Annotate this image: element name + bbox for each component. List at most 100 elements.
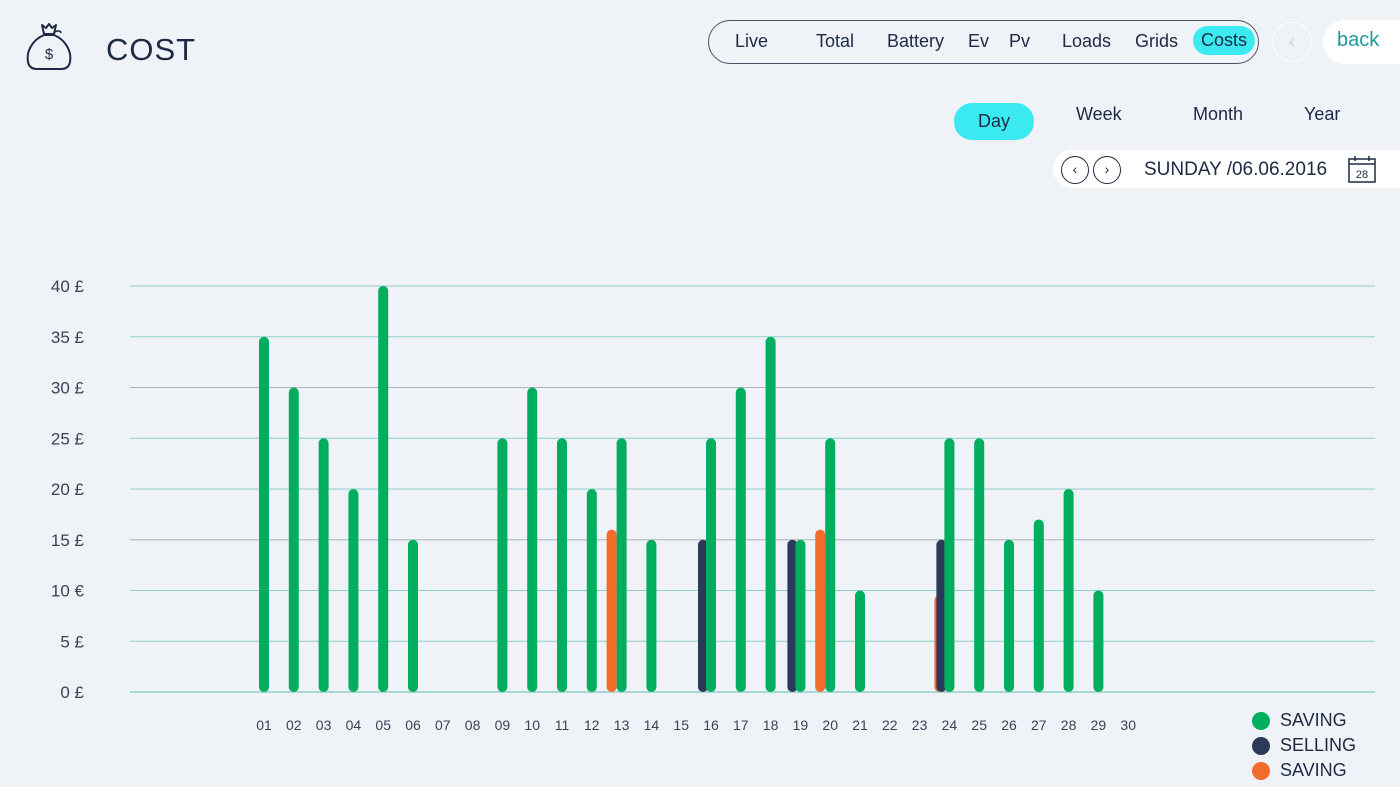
nav-live[interactable]: Live bbox=[735, 31, 769, 51]
bar-saving bbox=[1093, 590, 1104, 692]
bar-selling bbox=[698, 539, 708, 692]
x-tick-label: 01 bbox=[256, 717, 272, 733]
period-year[interactable]: Year bbox=[1304, 104, 1341, 124]
bar-saving bbox=[855, 590, 865, 692]
bar-saving bbox=[259, 336, 269, 692]
x-tick-label: 22 bbox=[882, 717, 898, 733]
calendar-icon[interactable]: 28 bbox=[1347, 155, 1377, 183]
chevron-right-icon: › bbox=[1104, 161, 1110, 177]
bar-saving bbox=[765, 336, 776, 692]
x-tick-label: 03 bbox=[316, 717, 332, 733]
bar-saving bbox=[606, 529, 617, 692]
bar-selling bbox=[787, 539, 798, 692]
y-tick-label: 30 £ bbox=[51, 379, 85, 398]
next-date-button[interactable]: › bbox=[1093, 156, 1121, 184]
prev-date-button[interactable]: ‹ bbox=[1061, 156, 1089, 184]
bar-saving bbox=[586, 489, 597, 692]
x-tick-label: 16 bbox=[703, 717, 719, 733]
bar-saving bbox=[318, 438, 329, 692]
bar-saving bbox=[795, 539, 806, 692]
legend-item-saving: SAVING bbox=[1252, 708, 1356, 733]
x-tick-label: 15 bbox=[673, 717, 689, 733]
nav-grids[interactable]: Grids bbox=[1135, 31, 1179, 51]
y-tick-label: 15 £ bbox=[51, 531, 85, 550]
x-tick-label: 04 bbox=[346, 717, 362, 733]
nav-costs[interactable]: Costs bbox=[1193, 26, 1256, 55]
bar-saving bbox=[408, 539, 418, 692]
nav-battery[interactable]: Battery bbox=[887, 31, 945, 51]
y-tick-label: 25 £ bbox=[51, 429, 85, 448]
legend-swatch bbox=[1252, 736, 1270, 755]
legend-swatch bbox=[1252, 711, 1270, 730]
x-tick-label: 24 bbox=[942, 717, 958, 733]
bar-selling bbox=[936, 539, 947, 692]
back-arrow-button[interactable]: ‹ bbox=[1272, 22, 1312, 62]
bar-saving bbox=[1063, 489, 1074, 692]
nav-pv[interactable]: Pv bbox=[1009, 31, 1031, 51]
chevron-left-icon: ‹ bbox=[1072, 161, 1078, 177]
y-tick-label: 40 £ bbox=[51, 277, 85, 296]
main-nav: Live Total Battery Ev Pv Loads Grids Cos… bbox=[708, 20, 1259, 64]
y-tick-label: 10 € bbox=[51, 582, 85, 601]
bar-saving bbox=[944, 438, 955, 692]
bar-saving bbox=[378, 286, 389, 692]
x-tick-label: 05 bbox=[375, 717, 391, 733]
bar-saving bbox=[497, 438, 508, 692]
y-tick-label: 20 £ bbox=[51, 480, 85, 499]
calendar-day: 28 bbox=[1356, 169, 1368, 181]
date-label: SUNDAY /06.06.2016 bbox=[1144, 159, 1328, 180]
page-title: COST bbox=[106, 32, 197, 67]
x-tick-label: 10 bbox=[524, 717, 540, 733]
x-tick-label: 07 bbox=[435, 717, 451, 733]
bar-saving bbox=[1033, 519, 1044, 692]
period-month[interactable]: Month bbox=[1193, 104, 1244, 124]
bar-saving bbox=[974, 438, 985, 692]
x-tick-label: 08 bbox=[465, 717, 481, 733]
x-tick-label: 28 bbox=[1061, 717, 1077, 733]
x-tick-label: 21 bbox=[852, 717, 868, 733]
x-tick-label: 27 bbox=[1031, 717, 1047, 733]
x-tick-label: 29 bbox=[1091, 717, 1107, 733]
legend: SAVING SELLING SAVING bbox=[1252, 708, 1356, 783]
date-selector: ‹ › SUNDAY /06.06.2016 28 bbox=[1053, 150, 1400, 188]
period-week[interactable]: Week bbox=[1076, 104, 1122, 124]
x-tick-label: 06 bbox=[405, 717, 421, 733]
bar-saving bbox=[646, 539, 657, 692]
x-tick-label: 02 bbox=[286, 717, 302, 733]
y-tick-label: 0 £ bbox=[60, 683, 84, 702]
x-tick-label: 13 bbox=[614, 717, 630, 733]
x-tick-label: 11 bbox=[555, 717, 570, 733]
nav-ev[interactable]: Ev bbox=[968, 31, 990, 51]
bar-saving bbox=[616, 438, 627, 692]
legend-item-saving-orange: SAVING bbox=[1252, 758, 1356, 783]
svg-text:$: $ bbox=[45, 46, 54, 63]
money-bag-icon: $ bbox=[26, 23, 72, 70]
x-tick-label: 20 bbox=[822, 717, 838, 733]
x-tick-label: 18 bbox=[763, 717, 779, 733]
x-tick-label: 19 bbox=[793, 717, 809, 733]
x-tick-label: 26 bbox=[1001, 717, 1017, 733]
x-tick-label: 23 bbox=[912, 717, 928, 733]
x-tick-label: 12 bbox=[584, 717, 600, 733]
x-tick-label: 25 bbox=[971, 717, 987, 733]
x-tick-label: 30 bbox=[1120, 717, 1136, 733]
x-tick-label: 14 bbox=[644, 717, 660, 733]
bar-saving bbox=[288, 387, 299, 692]
x-tick-label: 17 bbox=[733, 717, 749, 733]
y-tick-label: 5 £ bbox=[60, 632, 84, 651]
nav-loads[interactable]: Loads bbox=[1062, 31, 1112, 51]
x-tick-label: 09 bbox=[495, 717, 511, 733]
legend-item-selling: SELLING bbox=[1252, 733, 1356, 758]
bar-saving bbox=[735, 387, 746, 692]
bar-saving bbox=[527, 387, 538, 692]
y-tick-label: 35 £ bbox=[51, 328, 85, 347]
bar-saving bbox=[815, 529, 826, 692]
bar-saving bbox=[1004, 539, 1014, 692]
bar-saving bbox=[825, 438, 836, 692]
back-button[interactable]: back bbox=[1323, 20, 1400, 64]
bar-saving bbox=[557, 438, 567, 692]
nav-total[interactable]: Total bbox=[816, 31, 855, 51]
legend-swatch bbox=[1252, 761, 1270, 780]
period-day[interactable]: Day bbox=[954, 103, 1034, 140]
